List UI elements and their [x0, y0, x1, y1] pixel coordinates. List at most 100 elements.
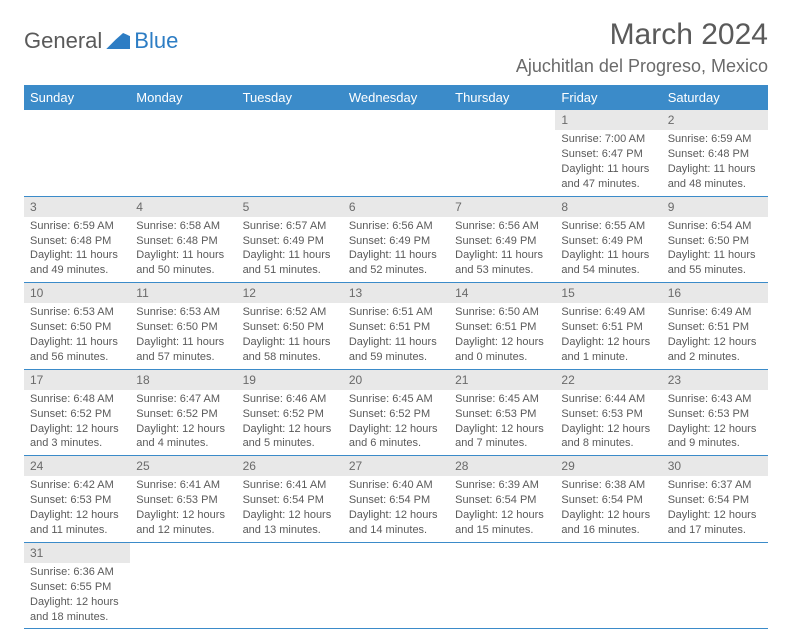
daylight-text: Daylight: 11 hours and 59 minutes. — [349, 335, 443, 365]
sunset-text: Sunset: 6:52 PM — [136, 407, 230, 422]
sunset-text: Sunset: 6:49 PM — [243, 234, 337, 249]
day-number: 23 — [662, 370, 768, 390]
day-details: Sunrise: 7:00 AMSunset: 6:47 PMDaylight:… — [555, 130, 661, 195]
day-number: 8 — [555, 197, 661, 217]
day-number: 18 — [130, 370, 236, 390]
calendar-day: 29Sunrise: 6:38 AMSunset: 6:54 PMDayligh… — [555, 456, 661, 543]
calendar-week: 24Sunrise: 6:42 AMSunset: 6:53 PMDayligh… — [24, 456, 768, 543]
calendar-day: 7Sunrise: 6:56 AMSunset: 6:49 PMDaylight… — [449, 196, 555, 283]
sunrise-text: Sunrise: 6:59 AM — [668, 132, 762, 147]
calendar-day: 20Sunrise: 6:45 AMSunset: 6:52 PMDayligh… — [343, 369, 449, 456]
day-details: Sunrise: 6:56 AMSunset: 6:49 PMDaylight:… — [343, 217, 449, 282]
dow-header: Monday — [130, 85, 236, 110]
day-number: 17 — [24, 370, 130, 390]
daylight-text: Daylight: 11 hours and 54 minutes. — [561, 248, 655, 278]
sunset-text: Sunset: 6:55 PM — [30, 580, 124, 595]
sunrise-text: Sunrise: 6:50 AM — [455, 305, 549, 320]
calendar-day: 18 Sunrise: 6:47 AMSunset: 6:52 PMDayligh… — [130, 369, 236, 456]
sunrise-text: Sunrise: 6:47 AM — [136, 392, 230, 407]
daylight-text: Daylight: 11 hours and 55 minutes. — [668, 248, 762, 278]
day-number: 7 — [449, 197, 555, 217]
calendar-day: 30Sunrise: 6:37 AMSunset: 6:54 PMDayligh… — [662, 456, 768, 543]
sunrise-text: Sunrise: 6:41 AM — [136, 478, 230, 493]
daylight-text: Daylight: 12 hours and 17 minutes. — [668, 508, 762, 538]
calendar-empty — [237, 542, 343, 629]
day-number: 19 — [237, 370, 343, 390]
day-details: Sunrise: 6:48 AMSunset: 6:52 PMDaylight:… — [24, 390, 130, 455]
sunset-text: Sunset: 6:49 PM — [561, 234, 655, 249]
daylight-text: Daylight: 12 hours and 0 minutes. — [455, 335, 549, 365]
sunset-text: Sunset: 6:51 PM — [349, 320, 443, 335]
calendar-day: 28Sunrise: 6:39 AMSunset: 6:54 PMDayligh… — [449, 456, 555, 543]
day-details: Sunrise: 6:51 AMSunset: 6:51 PMDaylight:… — [343, 303, 449, 368]
calendar-day: 10Sunrise: 6:53 AMSunset: 6:50 PMDayligh… — [24, 283, 130, 370]
day-details: Sunrise: 6:59 AMSunset: 6:48 PMDaylight:… — [24, 217, 130, 282]
sunset-text: Sunset: 6:52 PM — [349, 407, 443, 422]
sunset-text: Sunset: 6:53 PM — [455, 407, 549, 422]
dow-header: Friday — [555, 85, 661, 110]
location: Ajuchitlan del Progreso, Mexico — [516, 56, 768, 77]
day-details: Sunrise: 6:39 AMSunset: 6:54 PMDaylight:… — [449, 476, 555, 541]
sunset-text: Sunset: 6:53 PM — [668, 407, 762, 422]
day-details: Sunrise: 6:45 AMSunset: 6:53 PMDaylight:… — [449, 390, 555, 455]
day-number: 3 — [24, 197, 130, 217]
sunset-text: Sunset: 6:53 PM — [136, 493, 230, 508]
day-number: 22 — [555, 370, 661, 390]
day-details: Sunrise: 6:54 AMSunset: 6:50 PMDaylight:… — [662, 217, 768, 282]
daylight-text: Daylight: 11 hours and 52 minutes. — [349, 248, 443, 278]
dow-header: Thursday — [449, 85, 555, 110]
daylight-text: Daylight: 12 hours and 7 minutes. — [455, 422, 549, 452]
day-details: Sunrise: 6:44 AMSunset: 6:53 PMDaylight:… — [555, 390, 661, 455]
sunset-text: Sunset: 6:54 PM — [455, 493, 549, 508]
daylight-text: Daylight: 11 hours and 53 minutes. — [455, 248, 549, 278]
sunrise-text: Sunrise: 6:36 AM — [30, 565, 124, 580]
sunset-text: Sunset: 6:53 PM — [561, 407, 655, 422]
daylight-text: Daylight: 12 hours and 13 minutes. — [243, 508, 337, 538]
sail-icon — [106, 33, 130, 49]
daylight-text: Daylight: 12 hours and 18 minutes. — [30, 595, 124, 625]
daylight-text: Daylight: 12 hours and 1 minute. — [561, 335, 655, 365]
sunrise-text: Sunrise: 6:54 AM — [668, 219, 762, 234]
sunrise-text: Sunrise: 6:45 AM — [455, 392, 549, 407]
logo: General Blue — [24, 18, 178, 54]
daylight-text: Daylight: 11 hours and 48 minutes. — [668, 162, 762, 192]
sunrise-text: Sunrise: 6:58 AM — [136, 219, 230, 234]
calendar-body: 1Sunrise: 7:00 AMSunset: 6:47 PMDaylight… — [24, 110, 768, 629]
day-details: Sunrise: 6:41 AMSunset: 6:54 PMDaylight:… — [237, 476, 343, 541]
calendar-day: 13Sunrise: 6:51 AMSunset: 6:51 PMDayligh… — [343, 283, 449, 370]
day-number: 15 — [555, 283, 661, 303]
sunrise-text: Sunrise: 6:53 AM — [30, 305, 124, 320]
daylight-text: Daylight: 12 hours and 11 minutes. — [30, 508, 124, 538]
sunset-text: Sunset: 6:47 PM — [561, 147, 655, 162]
daylight-text: Daylight: 12 hours and 2 minutes. — [668, 335, 762, 365]
sunrise-text: Sunrise: 7:00 AM — [561, 132, 655, 147]
sunrise-text: Sunrise: 6:44 AM — [561, 392, 655, 407]
day-number: 5 — [237, 197, 343, 217]
day-details: Sunrise: 6:42 AMSunset: 6:53 PMDaylight:… — [24, 476, 130, 541]
day-details: Sunrise: 6:46 AMSunset: 6:52 PMDaylight:… — [237, 390, 343, 455]
daylight-text: Daylight: 12 hours and 4 minutes. — [136, 422, 230, 452]
sunrise-text: Sunrise: 6:39 AM — [455, 478, 549, 493]
calendar-day: 2Sunrise: 6:59 AMSunset: 6:48 PMDaylight… — [662, 110, 768, 196]
calendar-empty — [555, 542, 661, 629]
calendar-day: 31Sunrise: 6:36 AMSunset: 6:55 PMDayligh… — [24, 542, 130, 629]
sunset-text: Sunset: 6:48 PM — [136, 234, 230, 249]
sunrise-text: Sunrise: 6:56 AM — [455, 219, 549, 234]
calendar-day: 22Sunrise: 6:44 AMSunset: 6:53 PMDayligh… — [555, 369, 661, 456]
sunset-text: Sunset: 6:51 PM — [455, 320, 549, 335]
sunset-text: Sunset: 6:52 PM — [243, 407, 337, 422]
calendar-day: 5Sunrise: 6:57 AMSunset: 6:49 PMDaylight… — [237, 196, 343, 283]
day-details: Sunrise: 6:58 AMSunset: 6:48 PMDaylight:… — [130, 217, 236, 282]
logo-text-2: Blue — [134, 28, 178, 54]
daylight-text: Daylight: 12 hours and 12 minutes. — [136, 508, 230, 538]
day-number: 29 — [555, 456, 661, 476]
day-number: 14 — [449, 283, 555, 303]
calendar-day: 26Sunrise: 6:41 AMSunset: 6:54 PMDayligh… — [237, 456, 343, 543]
calendar-empty — [662, 542, 768, 629]
daylight-text: Daylight: 11 hours and 49 minutes. — [30, 248, 124, 278]
day-number: 11 — [130, 283, 236, 303]
daylight-text: Daylight: 12 hours and 3 minutes. — [30, 422, 124, 452]
sunrise-text: Sunrise: 6:51 AM — [349, 305, 443, 320]
header: General Blue March 2024 Ajuchitlan del P… — [24, 18, 768, 77]
sunset-text: Sunset: 6:54 PM — [561, 493, 655, 508]
